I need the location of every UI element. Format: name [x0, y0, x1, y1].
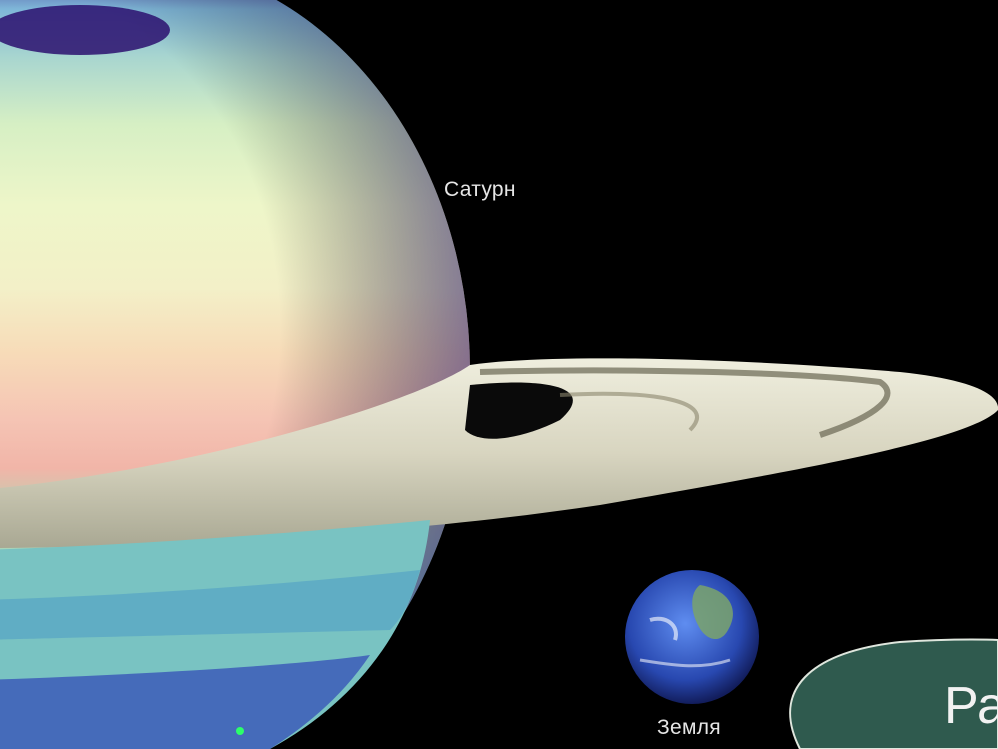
saturn-label: Сатурн: [444, 178, 516, 201]
saturn-lower-body: [0, 520, 430, 749]
saturn-rings: [0, 358, 998, 548]
speech-bubble: [789, 638, 998, 749]
earth-label: Земля: [657, 716, 721, 739]
bubble-text: Ра: [944, 677, 998, 735]
earth-planet: [625, 570, 759, 704]
